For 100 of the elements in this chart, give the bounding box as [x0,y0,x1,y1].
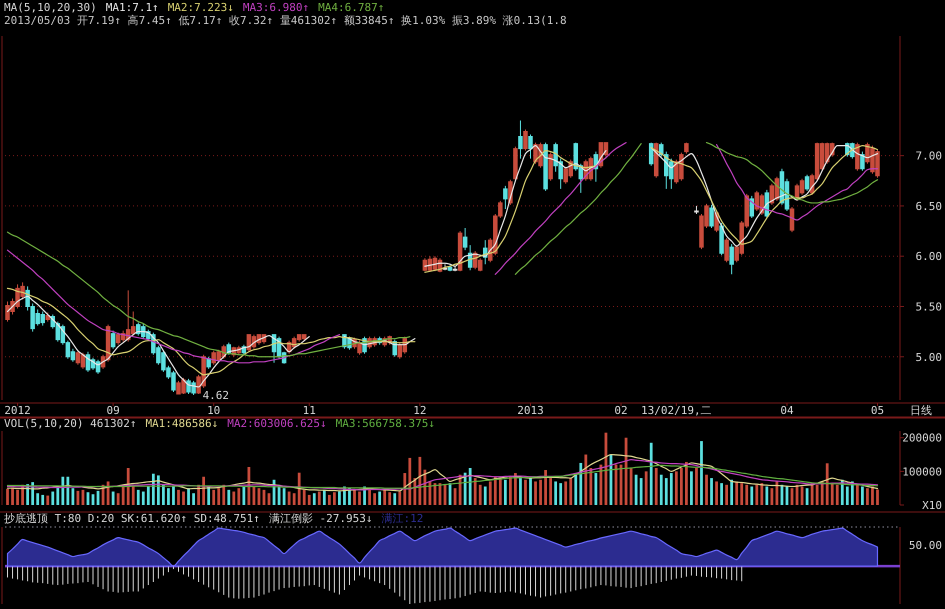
text: MA3:6.980↑ [242,1,310,14]
bar [790,488,794,505]
candlestick [790,206,794,233]
bar [806,488,808,505]
bar [695,468,698,505]
bar [856,484,859,505]
bar [810,483,814,505]
bar [715,481,718,505]
text: MA1:7.1↑ [106,1,159,14]
bar [388,492,392,505]
candlestick [548,152,553,182]
bar [594,473,598,505]
bar [614,464,618,505]
bar [776,481,778,505]
bar [559,483,562,505]
bar [92,494,94,505]
bar [610,454,612,505]
bar [660,474,663,505]
bar [786,486,788,505]
candlestick [684,142,689,154]
bar [640,478,643,505]
bar [755,484,758,505]
bar [288,492,291,505]
y-tick-label: 100000 [902,465,942,478]
candlestick [448,264,452,272]
candlestick [804,174,810,192]
bar [780,484,784,505]
text: MA1:486586↓ [145,417,218,430]
bar [312,493,316,505]
bar [725,484,728,505]
line-series [6,464,878,489]
bar [6,488,9,505]
bar [745,484,748,505]
bar [720,483,723,505]
annotation: 4.62 [202,388,230,402]
bar [428,481,432,505]
bar [227,490,230,505]
x-tick-label: 12 [413,404,426,417]
x-tick-label: 2013 [517,404,544,417]
bar [600,464,602,505]
x-tick-label: 02 [614,404,628,417]
x-tick-label: 2012 [4,404,31,417]
bar [438,483,442,505]
candlestick [709,204,714,229]
bar [871,486,874,505]
bar [770,488,774,505]
bar [76,490,80,505]
bar [519,478,522,505]
x-tick-label: 10 [207,404,220,417]
bar [162,484,165,505]
bar [72,488,74,505]
bar [504,480,507,505]
bar [549,478,552,505]
bar [524,480,527,505]
bar [478,484,482,505]
bar [529,478,532,505]
x-tick-label: 04 [780,404,794,417]
bar [710,478,713,505]
bar [237,488,240,505]
bar [302,490,306,505]
bar [705,474,708,505]
bar [182,492,185,505]
bar [82,490,84,505]
candlestick [206,356,211,370]
candlestick [513,146,518,182]
line-series [6,458,878,490]
bar [444,484,446,505]
bar [418,456,422,505]
bar [876,490,879,505]
bar [846,486,849,505]
candlestick [452,266,458,272]
bar [674,471,678,505]
bar [866,488,869,505]
candlestick [543,142,548,192]
candlestick [462,228,468,251]
candlestick [860,151,865,172]
bar [509,476,512,505]
bar [46,496,50,505]
candlestick [729,244,734,275]
bar [373,493,376,505]
bar [740,483,744,505]
y-tick-label: 5.50 [916,300,942,314]
bar [654,468,658,505]
bar [464,472,467,505]
candlestick [110,330,116,350]
bar [212,490,216,505]
bar [398,492,402,505]
candlestick [648,142,654,166]
bar [765,486,768,505]
x-tick-label: 11 [302,404,316,417]
y-tick-label: 5.00 [916,350,942,364]
text: 满江倒影 -27.953↓ [268,512,373,525]
bar [796,484,798,505]
candlestick [654,142,658,178]
text: MA3:566758.375↓ [336,417,435,430]
bar [534,481,537,505]
bar [292,493,296,505]
candlestick [518,120,523,160]
bar [514,473,517,505]
y-tick-label: 6.00 [916,250,942,264]
